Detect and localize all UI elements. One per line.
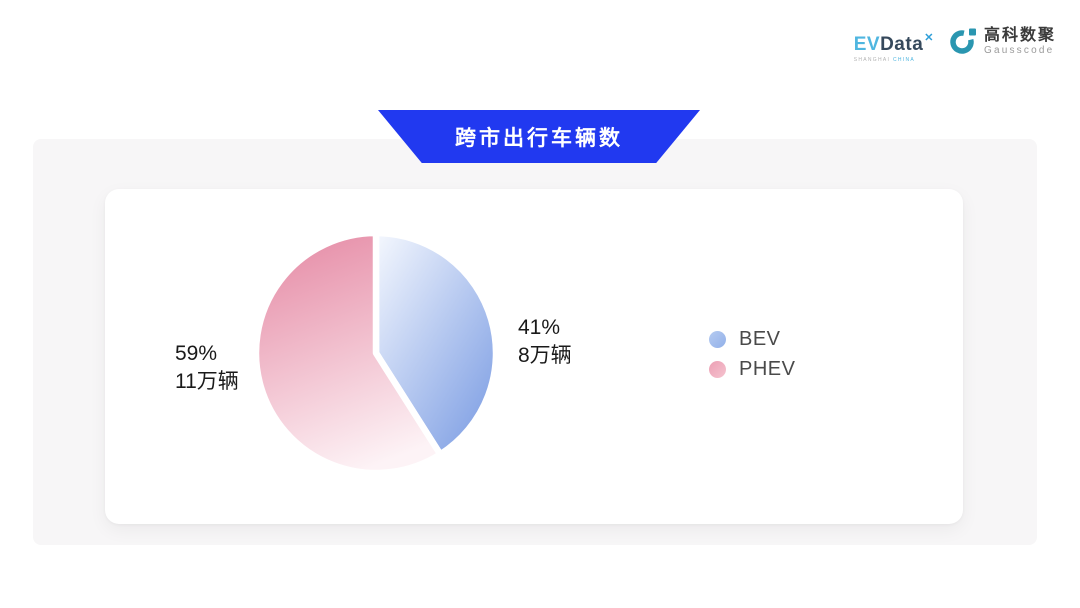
content-panel: 41% 8万辆 59% 11万辆 BEV PHEV bbox=[33, 139, 1037, 545]
header-logos: EVData✕ SHANGHAI CHINA 高科数聚 Gausscode bbox=[854, 26, 1056, 64]
pie-label-phev: 59% 11万辆 bbox=[175, 340, 239, 396]
chart-card: 41% 8万辆 59% 11万辆 BEV PHEV bbox=[105, 189, 963, 524]
legend-item-bev[interactable]: BEV bbox=[709, 327, 795, 351]
evdata-ev-text: EV bbox=[853, 34, 881, 55]
gausscode-name-en: Gausscode bbox=[983, 44, 1055, 56]
pie-slice-phev[interactable] bbox=[252, 229, 444, 477]
gausscode-text: 高科数聚 Gausscode bbox=[984, 27, 1056, 56]
legend-label-bev: BEV bbox=[739, 327, 781, 350]
gausscode-icon bbox=[950, 28, 976, 54]
evdata-subtext: SHANGHAI CHINA bbox=[853, 57, 915, 63]
legend: BEV PHEV bbox=[709, 327, 795, 381]
pie-label-phev-percent: 59% bbox=[175, 342, 218, 365]
evdata-logo: EVData✕ SHANGHAI CHINA bbox=[854, 26, 934, 63]
evdata-wordmark: EVData✕ bbox=[854, 28, 934, 55]
chart-title-banner: 跨市出行车辆数 bbox=[378, 110, 700, 163]
pie-label-phev-value: 11万辆 bbox=[175, 370, 239, 393]
legend-dot-phev bbox=[709, 360, 726, 378]
pie-label-bev-value: 8万辆 bbox=[518, 344, 572, 367]
legend-item-phev[interactable]: PHEV bbox=[709, 357, 795, 381]
pie-label-bev-percent: 41% bbox=[518, 316, 561, 339]
evdata-data-text: Data bbox=[880, 34, 924, 55]
gausscode-logo: 高科数聚 Gausscode bbox=[948, 26, 1056, 56]
pie-chart bbox=[252, 229, 500, 477]
chart-title: 跨市出行车辆数 bbox=[455, 126, 623, 150]
gausscode-name-cn: 高科数聚 bbox=[983, 26, 1056, 44]
legend-label-phev: PHEV bbox=[739, 357, 796, 380]
evdata-x-icon: ✕ bbox=[924, 32, 934, 44]
legend-dot-bev bbox=[709, 330, 726, 348]
pie-label-bev: 41% 8万辆 bbox=[518, 314, 572, 370]
